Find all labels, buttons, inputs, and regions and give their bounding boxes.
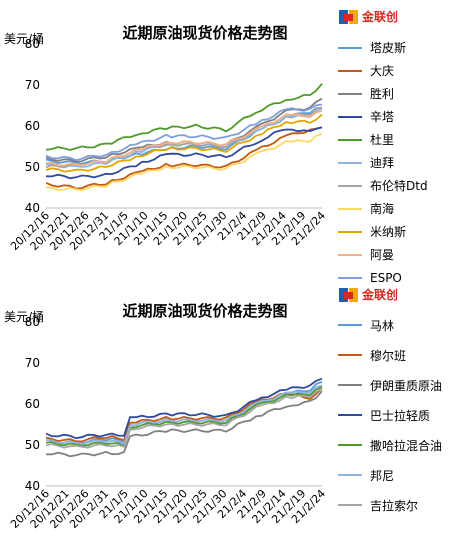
brand-logo: 金联创 <box>338 286 418 308</box>
legend-label: ESPO <box>370 270 402 285</box>
y-tick-label: 60 <box>25 119 40 133</box>
y-tick-label: 40 <box>25 201 40 215</box>
legend-swatch <box>338 46 362 49</box>
legend-swatch <box>338 69 362 72</box>
y-axis-unit: 美元/桶 <box>4 32 45 46</box>
legend-label: 穆尔班 <box>370 348 407 363</box>
legend-swatch <box>338 92 362 95</box>
legend-label: 塔皮斯 <box>370 41 407 55</box>
y-tick-label: 50 <box>25 438 40 452</box>
legend-item: 邦尼 <box>338 460 452 490</box>
legend-item: 马林 <box>338 310 452 340</box>
chart-panel-top: 近期原油现货价格走势图 美元/桶 金联创 40 50 60 70 80 20/12/16 2… <box>4 8 428 285</box>
legend-label: 阿曼 <box>370 248 395 262</box>
legend-item: 吉拉索尔 <box>338 490 452 520</box>
legend-item: 穆尔班 <box>338 340 452 370</box>
series-line-2 <box>45 390 323 458</box>
legend-top: 塔皮斯大庆胜利辛塔杜里迪拜布伦特Dtd 南海米纳斯阿曼 ESPO <box>338 36 452 289</box>
line-chart-top: 405060708020/12/1620/12/2120/12/2620/12/… <box>8 37 328 253</box>
legend-swatch <box>338 161 362 164</box>
y-tick-label: 80 <box>25 315 40 329</box>
legend-item: 塔皮斯 <box>338 36 452 59</box>
chart-panel-bottom: 近期原油现货价格走势图 美元/桶 金联创 40 50 60 70 80 20/12/16 2… <box>0 278 452 556</box>
brand-logo: 金联创 <box>338 8 418 30</box>
legend-swatch <box>338 444 362 446</box>
legend-item: 阿曼 <box>338 243 452 266</box>
series-line-3 <box>45 377 323 440</box>
series-line-5 <box>45 384 323 446</box>
legend-label: 撒哈拉混合油 <box>370 438 443 453</box>
series-line-6 <box>45 387 323 449</box>
series-line-9 <box>45 109 323 167</box>
legend-swatch <box>338 230 362 233</box>
legend-item: 伊朗重质原油 <box>338 370 452 400</box>
y-tick-label: 80 <box>25 37 40 51</box>
legend-label: 杜里 <box>370 133 395 147</box>
legend-item: 布伦特Dtd <box>338 174 452 197</box>
legend-label: 伊朗重质原油 <box>370 378 443 393</box>
logo-text: 金联创 <box>362 288 399 302</box>
chart-title: 近期原油现货价格走势图 <box>122 24 288 42</box>
series-line-4 <box>45 385 323 447</box>
legend-bottom: 马林穆尔班伊朗重质原油 巴士拉轻质撒哈拉混合油 邦尼吉拉索尔 <box>338 310 452 520</box>
legend-item: 南海 <box>338 197 452 220</box>
y-tick-label: 60 <box>25 397 40 411</box>
y-axis-unit: 美元/桶 <box>4 310 45 324</box>
legend-label: 邦尼 <box>370 468 395 483</box>
series-line-3 <box>45 126 323 180</box>
legend-label: 马林 <box>370 318 395 333</box>
y-tick-label: 70 <box>25 356 40 370</box>
legend-label: 布伦特Dtd <box>370 179 428 193</box>
chart-title: 近期原油现货价格走势图 <box>122 302 288 320</box>
series-line-4 <box>45 83 323 151</box>
legend-swatch <box>338 474 362 476</box>
series-line-10 <box>45 103 323 162</box>
legend-swatch <box>338 384 362 386</box>
legend-label: 大庆 <box>370 64 395 78</box>
series-line-7 <box>45 132 323 192</box>
series-line-1 <box>45 387 323 443</box>
y-tick-label: 70 <box>25 78 40 92</box>
legend-label: 辛塔 <box>370 110 395 124</box>
legend-item: 撒哈拉混合油 <box>338 430 452 460</box>
legend-item: 大庆 <box>338 59 452 82</box>
legend-swatch <box>338 414 362 416</box>
legend-label: 胜利 <box>370 87 395 101</box>
logo-mark-icon <box>339 288 358 302</box>
legend-swatch <box>338 115 362 118</box>
legend-swatch <box>338 253 362 256</box>
legend-label: 南海 <box>370 202 395 216</box>
legend-item: 胜利 <box>338 82 452 105</box>
legend-swatch <box>338 504 362 506</box>
legend-label: 迪拜 <box>370 156 395 170</box>
y-tick-label: 50 <box>25 160 40 174</box>
series-line-8 <box>45 113 323 173</box>
legend-swatch <box>338 207 362 210</box>
legend-item: ESPO <box>338 266 452 289</box>
line-chart-bottom: 405060708020/12/1620/12/2120/12/2620/12/… <box>8 315 328 531</box>
legend-item: 辛塔 <box>338 105 452 128</box>
series-line-1 <box>45 126 323 190</box>
legend-swatch <box>338 184 362 187</box>
y-tick-label: 40 <box>25 479 40 493</box>
legend-item: 巴士拉轻质 <box>338 400 452 430</box>
logo-text: 金联创 <box>362 10 399 24</box>
legend-label: 米纳斯 <box>370 225 407 239</box>
legend-swatch <box>338 354 362 356</box>
legend-item: 米纳斯 <box>338 220 452 243</box>
legend-label: 吉拉索尔 <box>370 498 419 513</box>
legend-item: 迪拜 <box>338 151 452 174</box>
legend-label: 巴士拉轻质 <box>370 408 431 423</box>
legend-item: 杜里 <box>338 128 452 151</box>
logo-mark-icon <box>339 10 358 24</box>
legend-swatch <box>338 324 362 326</box>
legend-swatch <box>338 276 362 279</box>
legend-swatch <box>338 138 362 141</box>
